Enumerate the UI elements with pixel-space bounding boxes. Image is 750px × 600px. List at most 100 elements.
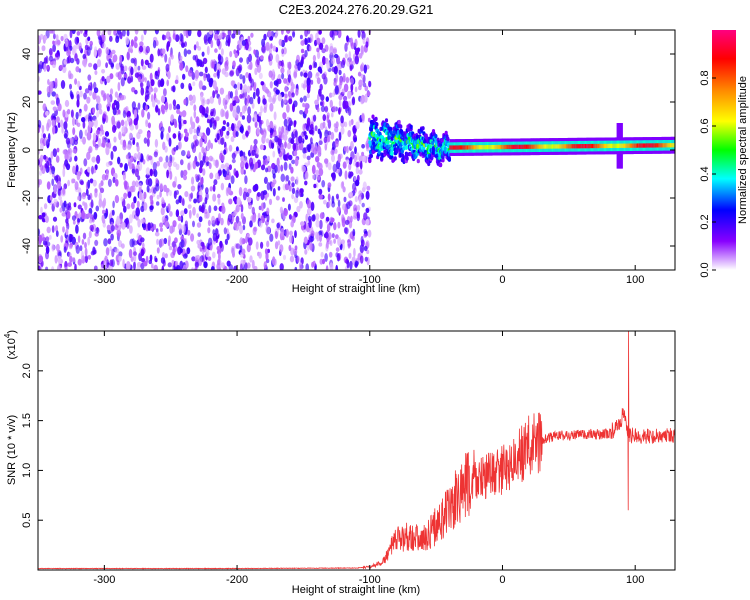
spectrogram-cell: [553, 144, 555, 149]
spectrogram-cell: [153, 169, 158, 178]
spectrogram-cell: [50, 151, 54, 160]
spectrogram-cell: [50, 100, 56, 105]
spectrogram-cell: [157, 48, 161, 57]
spectrogram-cell: [48, 48, 53, 56]
spectrogram-cell: [291, 182, 295, 188]
spectrogram-cell: [246, 114, 252, 124]
spectrogram-cell: [302, 123, 307, 132]
spectrogram-cell: [335, 252, 339, 258]
spectrogram-cell: [175, 265, 181, 270]
spectrogram-cell: [217, 213, 221, 222]
spectrogram-cell: [102, 138, 106, 148]
spectrogram-cell: [75, 244, 81, 254]
spectrogram-cell: [80, 180, 84, 186]
spectrogram-cell: [126, 116, 131, 123]
spectrogram-cell: [87, 84, 92, 91]
spectrogram-cell: [86, 151, 91, 161]
spectrogram-cell: [126, 51, 131, 61]
spectrogram-cell: [154, 97, 158, 103]
spectrogram-cell: [363, 228, 368, 234]
spectrogram-cell: [196, 222, 202, 228]
spectrogram-cell: [215, 116, 220, 122]
spectrogram-cell: [311, 164, 316, 175]
spectrogram-cell: [645, 143, 647, 148]
spectrogram-cell: [213, 63, 217, 72]
spectrogram-cell: [498, 144, 501, 150]
spectrogram-cell: [149, 53, 154, 63]
spectrogram-cell: [606, 143, 608, 149]
spectrogram-cell: [226, 233, 230, 241]
spectrogram-cell: [93, 211, 98, 220]
spectrogram-cell: [93, 118, 98, 128]
spectrogram-cell: [116, 30, 122, 35]
spectrogram-cell: [206, 45, 210, 56]
spectrogram-cell: [346, 59, 351, 67]
spectrogram-cell: [227, 213, 233, 223]
spectrogram-cell: [649, 143, 651, 148]
spectrogram-cell: [290, 176, 295, 182]
spectrogram-cell: [89, 40, 93, 47]
spectrogram-cell: [303, 72, 308, 78]
spectrogram-cell: [290, 247, 295, 256]
spectrogram-cell: [49, 81, 54, 89]
spectrogram-cell: [197, 232, 201, 238]
spectrogram-cell: [508, 144, 511, 150]
spectrogram-cell: [346, 35, 349, 43]
spectrogram-cell: [131, 180, 136, 188]
spectrogram-cell: [39, 33, 44, 40]
spectrogram-cell: [270, 182, 275, 188]
spectrogram-cell: [669, 143, 672, 148]
spectrogram-cell: [228, 164, 232, 171]
spectrogram-cell: [133, 153, 138, 160]
spectrogram-cell: [344, 121, 348, 128]
spectrogram-cell: [564, 144, 567, 149]
spectrogram-cell: [54, 52, 60, 58]
spectrogram-cell: [161, 265, 165, 270]
spectrogram-cell: [218, 169, 222, 176]
spectrogram-cell: [163, 237, 168, 245]
spectrogram-cell: [251, 206, 255, 215]
spectrogram-cell: [113, 30, 117, 36]
spectrogram-cell: [648, 143, 650, 148]
spectrogram-cell: [202, 152, 207, 161]
spectrogram-cell: [338, 69, 342, 76]
spectrogram-cell: [200, 177, 204, 185]
spectrogram-cell: [95, 129, 100, 135]
spectrogram-cell: [110, 233, 114, 241]
spectrogram-cell: [114, 248, 120, 254]
spectrogram-cell: [205, 187, 209, 195]
spectrogram-cell: [199, 59, 203, 67]
spectrogram-cell: [248, 72, 252, 82]
spectrogram-cell: [245, 130, 249, 137]
spectrogram-cell: [154, 70, 158, 77]
spectrogram-cell: [385, 144, 389, 150]
spectrogram-cell: [60, 119, 64, 128]
spectrogram-cell: [234, 52, 238, 59]
spectrogram-cell: [428, 144, 432, 149]
spectrogram-cell: [208, 237, 213, 246]
spectrogram-cell: [359, 244, 365, 254]
spectrogram-cell: [130, 66, 134, 76]
spectrogram-cell: [451, 145, 453, 150]
spectrogram-cell: [220, 137, 224, 146]
spectrogram-cell: [644, 143, 647, 148]
spectrogram-cell: [180, 210, 185, 217]
spectrogram-cell: [238, 40, 243, 49]
spectrogram-cell: [305, 213, 309, 223]
spectrogram-cell: [180, 215, 184, 223]
spectrogram-cell: [615, 143, 618, 148]
spectrogram-cell: [242, 105, 246, 114]
spectrogram-cell: [109, 259, 114, 267]
spectrogram-cell: [300, 221, 305, 226]
spectrogram-cell: [653, 143, 656, 148]
spectrogram-cell: [363, 64, 367, 74]
spectrogram-cell: [327, 182, 332, 189]
spectrogram-cell: [228, 264, 233, 270]
spectrogram-cell: [583, 144, 585, 149]
spectrogram-cell: [281, 73, 285, 80]
spectrogram-cell: [147, 111, 151, 120]
spectrogram-cell: [268, 47, 272, 55]
spectrogram-cell: [280, 164, 284, 172]
spectrogram-cell: [331, 172, 336, 182]
spectrogram-cell: [673, 143, 675, 148]
